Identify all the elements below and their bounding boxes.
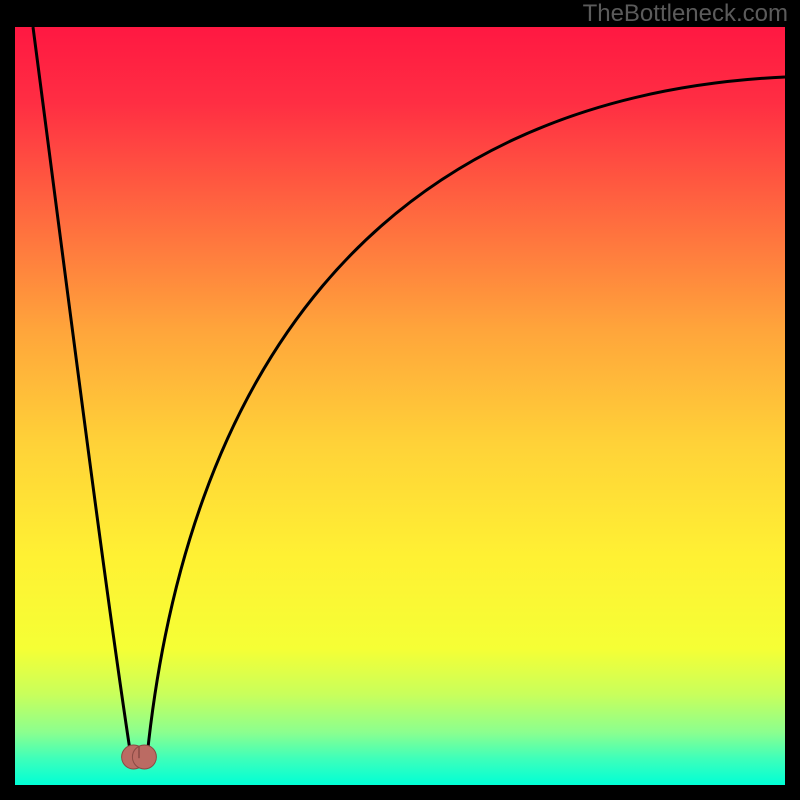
bottleneck-curve-chart <box>15 27 785 785</box>
dip-marker <box>122 745 157 769</box>
plot-area <box>15 27 785 785</box>
watermark-text: TheBottleneck.com <box>583 0 788 28</box>
chart-frame: TheBottleneck.com <box>0 0 800 800</box>
gradient-background <box>15 27 785 785</box>
